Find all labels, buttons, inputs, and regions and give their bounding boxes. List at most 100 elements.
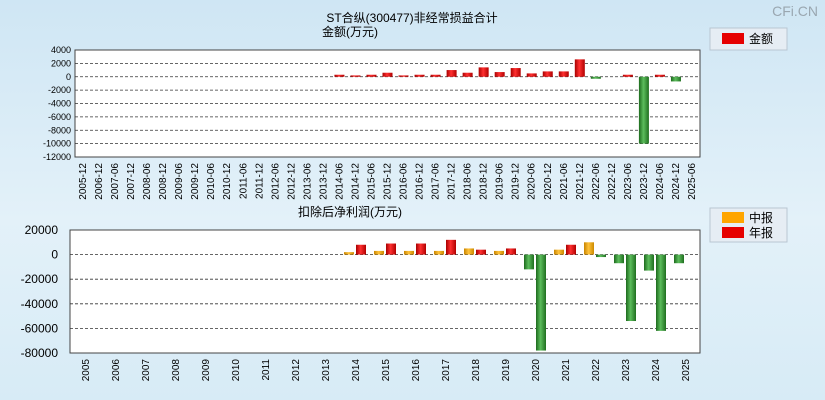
chart-2-x-tick-label: 2011 <box>261 359 272 381</box>
chart-2-x-tick-label: 2007 <box>141 359 152 382</box>
chart-1-x-tick-label: 2008-12 <box>158 163 169 200</box>
chart-2-bar-interim <box>614 254 624 264</box>
chart-1-x-tick-label: 2022-06 <box>591 163 602 200</box>
chart-1-bar <box>494 72 505 77</box>
chart-2-x-tick-label: 2021 <box>561 359 572 382</box>
chart-2-y-tick-label: -60000 <box>21 321 59 335</box>
chart-2-x-tick-label: 2005 <box>81 359 92 382</box>
chart-1-x-tick-label: 2009-12 <box>190 163 201 200</box>
chart-1-bar <box>638 76 649 144</box>
chart-1-x-tick-label: 2017-06 <box>431 163 442 200</box>
chart-1-y-tick-label: 4000 <box>51 45 71 55</box>
chart-2-bar-interim <box>644 254 654 271</box>
chart-1-bar <box>334 74 345 77</box>
chart-1-legend: 金额 <box>709 27 788 51</box>
chart-2-bar-annual <box>356 244 366 255</box>
chart-1-x-tick-label: 2007-12 <box>126 163 137 200</box>
chart-1-bar <box>542 71 553 77</box>
chart-1-y-tick-label: -8000 <box>48 125 71 135</box>
chart-2-bar-interim <box>464 248 474 255</box>
chart-2-x-tick-label: 2016 <box>411 359 422 382</box>
chart-1-bar <box>478 67 489 77</box>
chart-2-x-ticks: 2005 2006 2007 2008 2009 2010 2011 2012 2013 2014… <box>81 359 692 382</box>
chart-2-x-tick-label: 2018 <box>471 359 482 382</box>
chart-1-x-tick-label: 2008-06 <box>142 163 153 200</box>
chart-2-bar-annual <box>506 248 516 255</box>
chart-1-bar <box>366 74 377 77</box>
chart-1-x-tick-label: 2011-12 <box>254 163 265 199</box>
chart-1-x-tick-label: 2006-12 <box>94 163 105 200</box>
chart-1-y-tick-label: -10000 <box>43 139 71 149</box>
chart-1-title: ST合纵(300477)非经常损益合计 <box>326 10 497 25</box>
chart-1-x-tick-label: 2011-06 <box>238 163 249 199</box>
chart-2-x-tick-label: 2015 <box>381 359 392 382</box>
chart-1-bar <box>382 72 393 77</box>
chart-1-x-tick-label: 2021-06 <box>559 163 570 200</box>
chart-1-x-tick-label: 2021-12 <box>575 163 586 200</box>
chart-2-bar-interim <box>524 254 534 270</box>
chart-1-x-tick-label: 2016-06 <box>399 163 410 200</box>
chart-2-bar-interim <box>404 250 414 255</box>
chart-1-x-tick-label: 2013-06 <box>302 163 313 200</box>
chart-1-x-tick-label: 2020-06 <box>527 163 538 200</box>
chart-1-y-tick-label: 0 <box>66 72 71 82</box>
chart-2-bar-annual <box>446 239 456 255</box>
chart-2-bar-annual <box>656 254 666 331</box>
chart-1-y-tick-label: -2000 <box>48 85 71 95</box>
chart-2-bar-annual <box>626 254 636 322</box>
chart-2-x-tick-label: 2024 <box>651 359 662 382</box>
chart-2: 扣除后净利润(万元) 20000 0 -20000 -40000 -60000 -8000… <box>21 204 788 382</box>
chart-1-x-tick-label: 2014-06 <box>334 163 345 200</box>
chart-1-x-tick-label: 2022-12 <box>607 163 618 200</box>
chart-2-bar-annual <box>566 244 576 255</box>
chart-2-y-ticks: 20000 0 -20000 -40000 -60000 -80000 <box>21 223 59 360</box>
chart-2-y-tick-label: -40000 <box>21 297 59 311</box>
chart-1-bar <box>430 74 441 77</box>
chart-1-bar <box>526 73 537 77</box>
chart-1-bar <box>558 71 569 77</box>
chart-1-x-tick-label: 2020-12 <box>543 163 554 200</box>
chart-1-x-tick-label: 2024-12 <box>671 163 682 200</box>
chart-1-x-tick-label: 2015-12 <box>383 163 394 200</box>
chart-1-x-tick-label: 2012-12 <box>286 163 297 200</box>
chart-2-x-tick-label: 2014 <box>351 359 362 382</box>
chart-2-bar-annual <box>596 254 606 258</box>
chart-2-plot-area <box>69 229 701 354</box>
chart-1-x-tick-label: 2023-12 <box>639 163 650 200</box>
chart-1-bars <box>334 59 681 144</box>
chart-2-legend-swatch-interim <box>722 212 744 223</box>
chart-2-legend: 中报 年报 <box>709 207 788 243</box>
chart-2-x-tick-label: 2022 <box>591 359 602 382</box>
chart-2-bar-interim <box>584 242 594 255</box>
chart-1-bar <box>590 76 601 79</box>
chart-2-bars <box>344 239 684 351</box>
chart-1-bar <box>670 76 681 82</box>
chart-1-bar <box>622 74 633 77</box>
chart-2-x-tick-label: 2010 <box>231 359 242 382</box>
chart-1-bar <box>446 70 457 77</box>
chart-2-x-tick-label: 2006 <box>111 359 122 382</box>
chart-2-bar-interim <box>344 252 354 255</box>
chart-2-legend-label-interim: 中报 <box>749 210 773 225</box>
chart-2-x-tick-label: 2012 <box>291 359 302 382</box>
chart-2-y-tick-label: 20000 <box>25 223 59 237</box>
chart-1-bar <box>350 75 361 77</box>
chart-1-y-tick-label: 2000 <box>51 58 71 68</box>
chart-1-bar <box>398 75 409 77</box>
chart-2-x-tick-label: 2019 <box>501 359 512 382</box>
chart-1-x-ticks: 2005-12 2006-12 2007-06 2007-12 2008-06 2008-… <box>78 163 698 200</box>
chart-1-x-tick-label: 2015-06 <box>366 163 377 200</box>
chart-2-x-tick-label: 2008 <box>171 359 182 382</box>
chart-1-x-tick-label: 2009-06 <box>174 163 185 200</box>
chart-2-x-tick-label: 2017 <box>441 359 452 382</box>
chart-2-bar-interim <box>674 254 684 264</box>
chart-1-x-tick-label: 2010-12 <box>222 163 233 200</box>
chart-2-bar-annual <box>416 243 426 255</box>
chart-1-y-tick-label: -4000 <box>48 99 71 109</box>
chart-2-bar-interim <box>434 250 444 255</box>
chart-1-x-tick-label: 2007-06 <box>110 163 121 200</box>
chart-1-y-tick-label: -12000 <box>43 152 71 162</box>
chart-1-x-tick-label: 2019-06 <box>495 163 506 200</box>
chart-2-y-tick-label: -80000 <box>21 346 59 360</box>
